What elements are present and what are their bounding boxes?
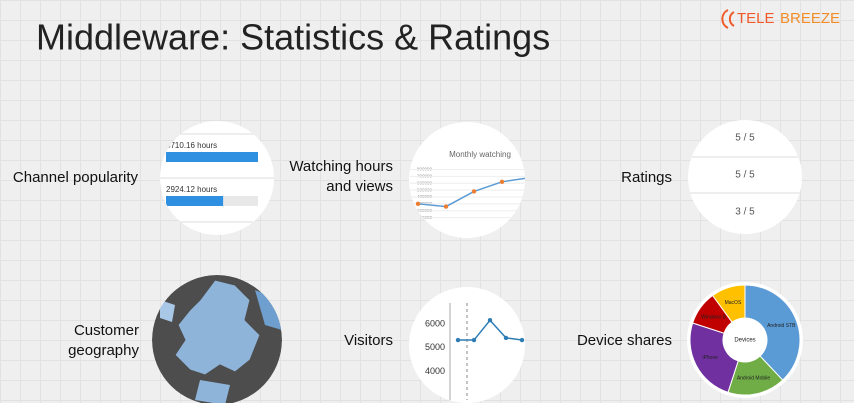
- donut-title: Devices: [734, 338, 755, 344]
- donut-hole: [723, 318, 767, 362]
- widget-label: Ratings: [621, 169, 672, 186]
- slice-label: Windows 8: [701, 314, 726, 320]
- data-point: [471, 337, 477, 343]
- widget-circle: [688, 120, 802, 234]
- slice-label: MacOS: [725, 300, 742, 306]
- slice-label: iPhone: [702, 355, 718, 361]
- y-tick-label: 6000: [425, 319, 445, 329]
- logo-suffix: BREEZE: [780, 10, 840, 27]
- logo-prefix: TELE: [737, 10, 775, 27]
- ratings-widget: 5 / 5 5 / 5 3 / 5: [688, 133, 802, 218]
- data-point: [455, 337, 461, 343]
- watching-widget: Monthly watching100000200000300000400000…: [410, 150, 532, 220]
- widget-label: and views: [326, 178, 393, 195]
- slice-label: Android Mobile: [737, 375, 771, 381]
- map: [152, 275, 282, 403]
- data-point: [487, 318, 493, 323]
- slice-label: Android STB: [767, 323, 796, 329]
- data-point: [443, 204, 449, 209]
- rating-value: 3 / 5: [735, 207, 755, 218]
- bar: [166, 196, 224, 206]
- bar-label: 2924.12 hours: [166, 185, 217, 194]
- widget-label: Device shares: [577, 332, 672, 349]
- data-point: [471, 189, 477, 194]
- widget-label: geography: [68, 342, 139, 359]
- bar: [166, 152, 258, 162]
- data-point: [528, 175, 532, 179]
- widget-label: Visitors: [344, 332, 393, 349]
- data-point: [415, 201, 421, 207]
- data-point: [503, 335, 509, 341]
- rating-value: 5 / 5: [735, 170, 755, 181]
- widget-label: Watching hours: [289, 158, 393, 175]
- slide-title: Middleware: Statistics & Ratings: [36, 17, 550, 58]
- data-point: [499, 179, 505, 185]
- visitors-widget: 4000 5000 6000: [425, 303, 525, 400]
- donut-slice: [744, 284, 801, 381]
- chart-title: Monthly watching: [449, 150, 511, 159]
- widget-circle: [409, 122, 525, 238]
- rating-value: 5 / 5: [735, 133, 755, 144]
- y-tick-label: 5000: [425, 342, 445, 352]
- widget-label: Customer: [74, 322, 139, 339]
- widget-label: Channel popularity: [13, 169, 139, 186]
- data-point: [519, 337, 525, 343]
- bar-label: 4710.16 hours: [166, 141, 217, 150]
- y-tick-label: 4000: [425, 366, 445, 376]
- logo: TELE BREEZE: [721, 9, 840, 29]
- devices-widget: Android STB Android Mobile iPhone Windows 8…: [689, 284, 801, 396]
